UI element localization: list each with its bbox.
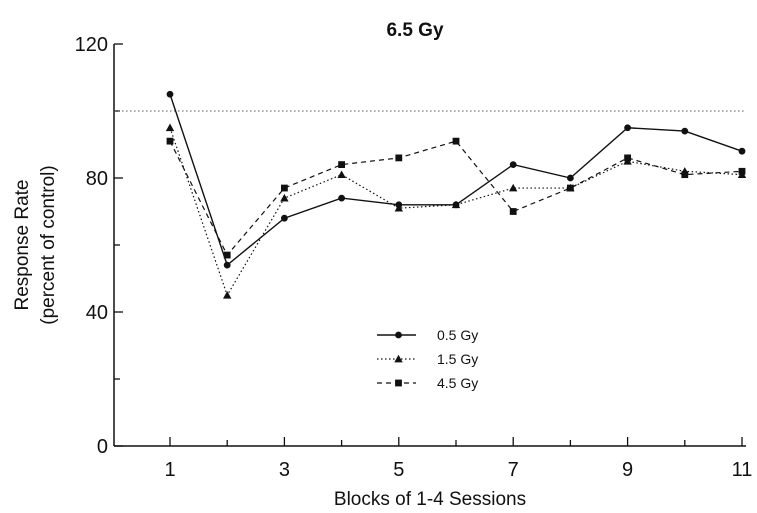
- data-point: [452, 137, 460, 145]
- legend-label: 1.5 Gy: [437, 351, 478, 367]
- y-axis-title-line1: Response Rate: [12, 180, 33, 311]
- legend-marker: [395, 379, 402, 387]
- data-point: [165, 123, 175, 132]
- y-axis-ticks: 0 40 80 120: [75, 34, 123, 458]
- data-point: [223, 261, 231, 269]
- data-point: [451, 200, 461, 209]
- legend-item: 4.5 Gy: [377, 375, 478, 391]
- legend-marker: [395, 331, 402, 339]
- chart-title: 6.5 Gy: [386, 20, 443, 41]
- legend-item: 0.5 Gy: [377, 327, 478, 343]
- y-tick-label: 80: [86, 168, 108, 190]
- series-line: [169, 94, 743, 267]
- data-point: [281, 184, 288, 192]
- data-point: [394, 203, 403, 212]
- x-tick-label: 3: [279, 459, 290, 481]
- data-point: [567, 174, 574, 182]
- series-4-5-gy: [166, 137, 746, 259]
- x-axis-ticks: 1 3 5 7 9 11: [164, 437, 752, 481]
- x-tick-label: 11: [732, 459, 753, 481]
- data-point: [624, 154, 631, 162]
- series-layer: [165, 90, 747, 299]
- x-tick-label: 1: [164, 459, 175, 481]
- series-0-5-gy: [166, 90, 746, 269]
- data-point: [338, 194, 345, 202]
- legend-label: 4.5 Gy: [437, 375, 478, 391]
- legend-item: 1.5 Gy: [377, 351, 478, 367]
- data-point: [166, 137, 174, 145]
- legend-label: 0.5 Gy: [437, 327, 478, 343]
- data-point: [337, 170, 346, 179]
- series-1-5-gy: [165, 123, 747, 299]
- data-point: [738, 147, 746, 155]
- series-line: [169, 127, 743, 297]
- y-tick-label: 40: [86, 302, 108, 324]
- data-point: [624, 124, 631, 132]
- data-point: [223, 291, 232, 299]
- y-tick-label: 120: [75, 34, 108, 56]
- y-tick-label: 0: [97, 436, 108, 458]
- data-point: [509, 183, 518, 192]
- data-point: [280, 193, 289, 202]
- data-point: [738, 167, 746, 175]
- data-point: [509, 161, 517, 169]
- data-point: [681, 171, 689, 179]
- x-tick-label: 9: [622, 459, 633, 481]
- data-point: [338, 161, 345, 168]
- data-point: [166, 90, 174, 98]
- data-point: [223, 251, 231, 259]
- x-tick-label: 5: [393, 459, 404, 481]
- x-tick-label: 7: [508, 459, 519, 481]
- data-point: [395, 154, 403, 162]
- data-point: [567, 184, 574, 192]
- x-axis-title: Blocks of 1-4 Sessions: [334, 489, 526, 510]
- data-point: [681, 127, 689, 135]
- series-line: [169, 140, 743, 257]
- legend-marker: [394, 354, 403, 363]
- legend: 0.5 Gy 1.5 Gy 4.5 Gy: [377, 327, 478, 391]
- data-point: [509, 208, 517, 215]
- y-axis-title-line2: (percent of control): [38, 165, 59, 324]
- data-point: [281, 214, 288, 222]
